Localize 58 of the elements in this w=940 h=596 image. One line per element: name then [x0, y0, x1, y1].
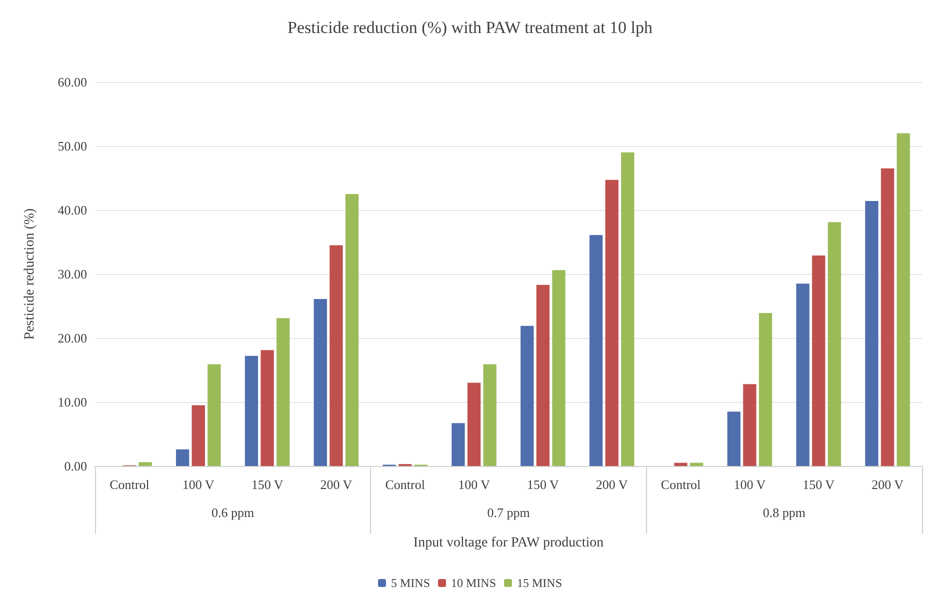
bar: [621, 152, 634, 466]
x-tick-label: 200 V: [872, 477, 904, 492]
x-tick-label: 150 V: [251, 477, 284, 492]
bar: [520, 326, 534, 466]
x-tick-label: 150 V: [527, 477, 560, 492]
y-tick-label: 0.00: [64, 458, 87, 474]
x-tick-label: 200 V: [596, 477, 628, 492]
y-tick-label: 50.00: [58, 138, 87, 154]
y-tick-label: 10.00: [58, 394, 87, 410]
legend-label: 15 MINS: [517, 576, 562, 590]
bar: [176, 449, 190, 466]
bar: [812, 255, 826, 466]
x-tick-label: 100 V: [182, 477, 215, 492]
bar: [727, 412, 740, 466]
bar: [536, 284, 550, 466]
x-tick-label: Control: [110, 477, 150, 492]
legend-label: 5 MINS: [390, 576, 430, 590]
chart-title: Pesticide reduction (%) with PAW treatment at 10 lph: [287, 18, 653, 37]
bar: [690, 462, 704, 466]
bar: [589, 234, 603, 466]
bar: [796, 284, 810, 466]
x-tick-label: 100 V: [458, 477, 491, 492]
text: 0.8 ppm: [762, 505, 806, 520]
bar: [345, 194, 359, 466]
text: 0.7 ppm: [487, 505, 530, 520]
x-tick-label: Control: [385, 477, 426, 492]
bar: [452, 423, 465, 466]
bar: [828, 222, 842, 466]
bar: [605, 180, 618, 466]
y-tick-label: 60.00: [58, 74, 87, 90]
bar: [192, 405, 205, 466]
bar: [244, 356, 258, 466]
bar: [552, 270, 566, 466]
x-tick-label: 200 V: [320, 477, 353, 492]
y-tick-label: 40.00: [58, 202, 87, 218]
legend-label: 10 MINS: [450, 576, 496, 590]
bar: [758, 313, 772, 466]
x-tick-label: Control: [660, 477, 702, 492]
bar: [138, 462, 152, 466]
text: 0.6 ppm: [212, 505, 254, 520]
bar: [896, 133, 910, 466]
bar: [483, 364, 496, 466]
bar: [208, 364, 221, 466]
bar: [467, 382, 481, 466]
x-tick-label: 150 V: [802, 477, 836, 492]
bar: [743, 384, 756, 466]
y-axis-title: Pesticide reduction (%): [22, 208, 38, 340]
bar: [880, 168, 894, 466]
bar: [276, 318, 290, 466]
y-tick-label: 20.00: [58, 330, 87, 346]
bar: [674, 462, 688, 466]
x-tick-label: 100 V: [734, 477, 766, 492]
bar: [330, 245, 343, 466]
bar: [865, 201, 878, 466]
x-axis-title: Input voltage for PAW production: [413, 536, 604, 550]
bar: [314, 298, 327, 466]
y-tick-label: 30.00: [58, 266, 87, 282]
bar: [260, 350, 274, 466]
